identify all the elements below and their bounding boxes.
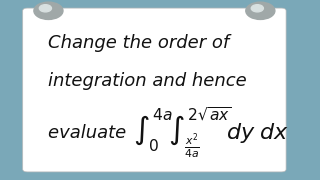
Text: evaluate: evaluate [48,124,132,142]
Circle shape [34,2,63,19]
Text: Change the order of: Change the order of [48,34,230,52]
Circle shape [39,5,52,12]
Text: integration and hence: integration and hence [48,72,247,90]
Circle shape [246,2,275,19]
Circle shape [251,5,263,12]
Text: $\int_0^{4a}\!\int_{\frac{x^2}{4a}}^{2\sqrt{ax}}\! dy\; dx$: $\int_0^{4a}\!\int_{\frac{x^2}{4a}}^{2\s… [133,106,289,160]
FancyBboxPatch shape [23,8,286,172]
